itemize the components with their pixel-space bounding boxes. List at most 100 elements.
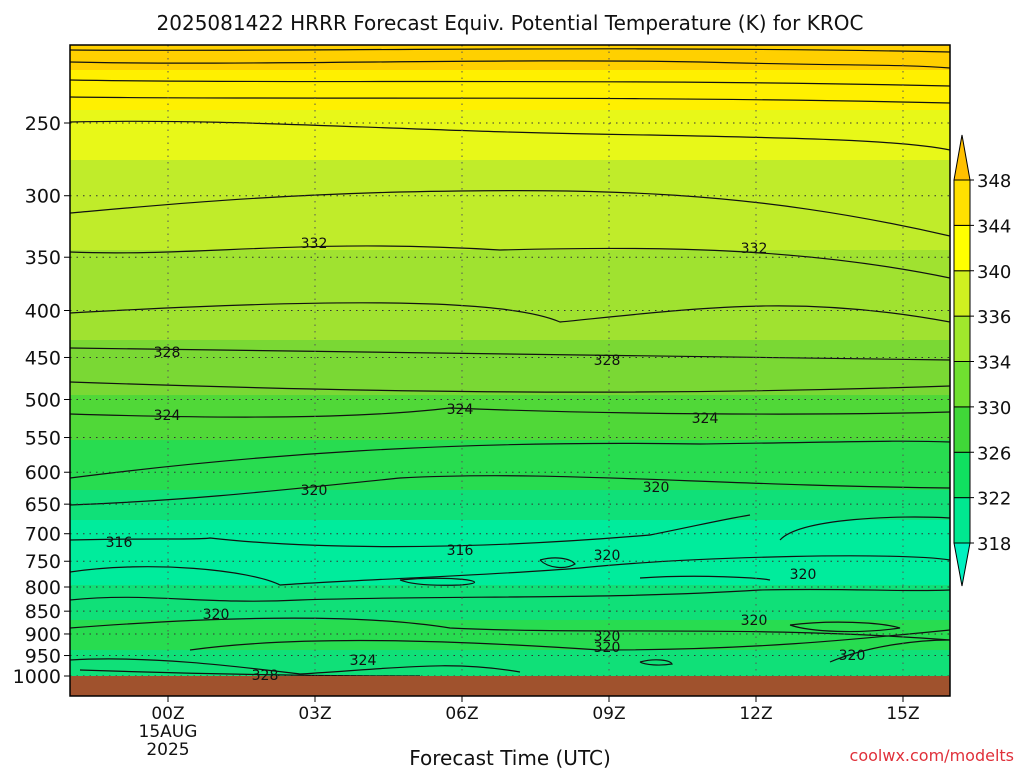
x-tick-label: 09Z (592, 704, 625, 724)
x-tick-year: 2025 (146, 740, 189, 760)
contour-label: 320 (741, 613, 768, 629)
contour-label-text: 324 (692, 411, 719, 427)
contour-line (70, 79, 950, 87)
color-band (70, 340, 950, 396)
color-band (70, 250, 950, 341)
contour-label-text: 320 (594, 629, 621, 645)
contour-line (70, 555, 950, 586)
contour-label: 320 (301, 483, 328, 499)
y-tick-label: 900 (25, 624, 61, 646)
contour-line (639, 659, 673, 666)
contour-line (70, 475, 950, 506)
contour-label: 328 (252, 668, 279, 684)
contour-label-text: 320 (741, 613, 768, 629)
contour-label: 328 (154, 345, 181, 361)
colorbar-label: 344 (977, 216, 1011, 237)
color-band (70, 110, 950, 161)
contour-label-text: 320 (790, 567, 817, 583)
x-tick-label: 03Z (298, 704, 331, 724)
contour-label-text: 328 (252, 668, 279, 684)
contour-label-text: 324 (447, 402, 474, 418)
contour-label: 316 (447, 543, 474, 559)
watermark: coolwx.com/modelts (850, 746, 1014, 765)
contour-line (189, 629, 950, 651)
contour-line (70, 190, 950, 237)
color-band (70, 490, 950, 521)
chart-title: 2025081422 HRRR Forecast Equiv. Potentia… (157, 11, 864, 35)
y-tick-label: 650 (25, 494, 61, 516)
colorbar-segment (953, 451, 971, 499)
x-tick-label: 06Z (445, 704, 478, 724)
color-band (70, 620, 950, 651)
contour-line (539, 557, 576, 569)
contour-label-text: 320 (839, 648, 866, 664)
contour-label: 320 (203, 607, 230, 623)
contour-line (70, 514, 751, 548)
contour-label-text: 332 (741, 241, 768, 257)
contour-label: 332 (301, 236, 328, 252)
contour-label-text: 332 (301, 236, 328, 252)
contour-line (789, 621, 901, 633)
contour-label: 316 (106, 535, 133, 551)
x-axis-label: Forecast Time (UTC) (409, 746, 611, 768)
contour-label: 320 (594, 548, 621, 564)
color-band (70, 395, 950, 441)
contour-line (399, 577, 476, 586)
contour-line (779, 516, 950, 541)
contour-label-text: 324 (350, 653, 377, 669)
colorbar-label: 348 (977, 171, 1011, 192)
contour-label: 320 (643, 480, 670, 496)
x-tick-date: 15AUG (139, 722, 198, 742)
contour-line (70, 48, 950, 53)
y-tick-label: 700 (25, 524, 61, 546)
y-tick-label: 600 (25, 462, 61, 484)
x-tick-label: 00Z (151, 704, 184, 724)
contour-label: 328 (594, 353, 621, 369)
y-tick-label: 300 (25, 186, 61, 208)
contour-label-text: 320 (594, 640, 621, 656)
pressure-axis: 2503003504004505005506006507007508008509… (13, 113, 70, 688)
color-band (70, 70, 950, 111)
y-tick-label: 550 (25, 428, 61, 450)
plot-frame (69, 44, 951, 697)
y-tick-label: 450 (25, 347, 61, 369)
y-tick-label: 250 (25, 113, 61, 135)
color-band (70, 160, 950, 251)
contour-line (70, 120, 950, 151)
contour-label: 320 (594, 629, 621, 645)
contour-label: 324 (154, 408, 181, 424)
contour-label-text: 316 (447, 543, 474, 559)
ground-layer (70, 676, 950, 696)
contour-label: 324 (350, 653, 377, 669)
color-band (70, 585, 950, 621)
contour-line (70, 440, 950, 479)
colorbar-label: 336 (977, 307, 1011, 328)
colorbar-min-arrow (953, 542, 971, 587)
colorbar-segment (953, 497, 971, 544)
y-tick-label: 500 (25, 390, 61, 412)
colorbar-segment (953, 315, 971, 362)
contour-line (70, 60, 950, 69)
contour-label: 320 (790, 567, 817, 583)
colorbar-label: 340 (977, 262, 1011, 283)
contour-line (70, 588, 950, 602)
y-tick-label: 750 (25, 551, 61, 573)
contour-label: 332 (741, 241, 768, 257)
color-band (70, 440, 950, 491)
contour-label-text: 324 (154, 408, 181, 424)
contour-label-text: 320 (301, 483, 328, 499)
contour-line (70, 245, 950, 279)
colorbar-segment (953, 406, 971, 453)
colorbar-label: 326 (977, 443, 1011, 464)
x-tick-label: 15Z (886, 704, 919, 724)
colorbar-segment (953, 224, 971, 272)
contour-label: 324 (447, 402, 474, 418)
contour-line (79, 669, 421, 677)
contour-label: 320 (594, 640, 621, 656)
colorbar-segment (953, 361, 971, 408)
contour-label-text: 316 (106, 535, 133, 551)
contour-line (639, 575, 771, 581)
contour-line (70, 347, 950, 361)
